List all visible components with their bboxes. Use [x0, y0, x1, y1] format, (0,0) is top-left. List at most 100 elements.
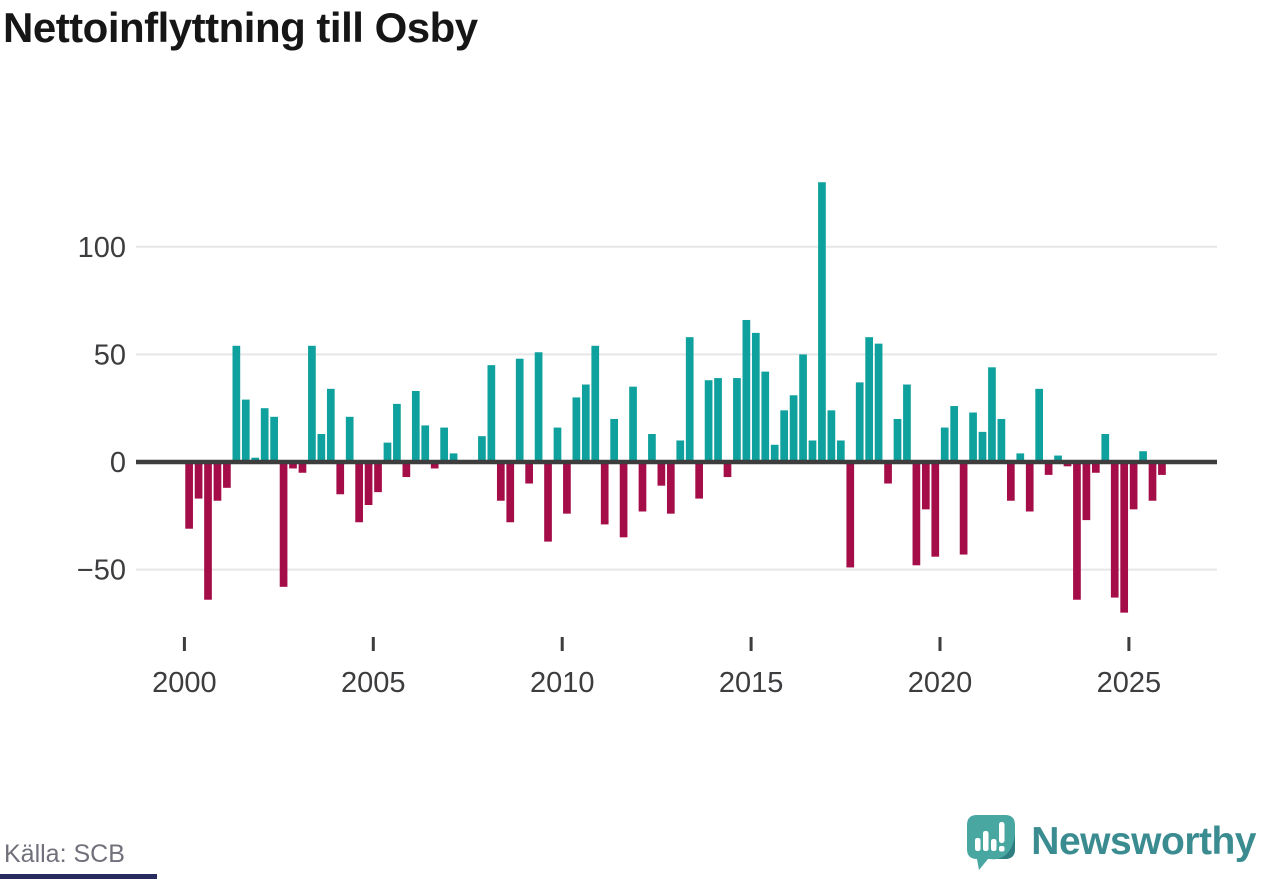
bar-2000Q3: [204, 462, 212, 600]
bar-2005Q4: [402, 462, 411, 478]
bar-2017Q3: [846, 462, 855, 568]
bar-2017Q4: [855, 382, 864, 462]
bar-2018Q3: [884, 462, 892, 484]
bar-2019Q1: [903, 384, 911, 462]
bar-2015Q4: [780, 410, 789, 462]
bar-2020Q3: [959, 462, 968, 555]
bar-2019Q4: [931, 462, 940, 557]
bar-2000Q1: [185, 462, 193, 529]
bar-2022Q4: [1044, 462, 1053, 475]
x-axis-label: 2015: [719, 667, 784, 699]
bar-2005Q3: [393, 403, 401, 462]
bar-2014Q4: [742, 319, 751, 462]
bar-2006Q2: [421, 425, 430, 462]
bar-2024Q2: [1101, 434, 1110, 462]
bar-2016Q2: [799, 354, 807, 462]
bar-2013Q3: [695, 462, 703, 499]
bar-2010Q2: [572, 397, 581, 462]
bar-2008Q4: [515, 358, 524, 462]
bar-2010Q1: [563, 462, 571, 514]
bar-2009Q4: [553, 427, 562, 462]
bar-2007Q4: [478, 436, 486, 462]
bar-2001Q2: [232, 345, 241, 462]
bar-2009Q2: [534, 352, 543, 462]
bar-2023Q3: [1073, 462, 1081, 600]
x-axis-label: 2025: [1097, 667, 1162, 699]
bar-2021Q1: [978, 431, 987, 462]
newsworthy-logo-text: Newsworthy: [1031, 820, 1256, 863]
bar-2024Q1: [1091, 462, 1100, 473]
bar-2017Q1: [827, 410, 836, 462]
bar-2017Q2: [836, 440, 845, 462]
newsworthy-logo: Newsworthy: [964, 812, 1256, 872]
bar-2003Q3: [317, 434, 326, 462]
y-axis-label: 50: [94, 339, 126, 371]
bar-2008Q3: [506, 462, 515, 523]
bar-2015Q1: [751, 332, 760, 462]
bar-2011Q2: [610, 418, 618, 462]
bar-2015Q2: [761, 371, 770, 462]
bar-2014Q2: [723, 462, 732, 478]
bar-2014Q1: [714, 378, 722, 462]
migration-bar-chart: 100 50 0 −50 2000 2005 2010 2015 2020 2025: [77, 182, 1217, 699]
bar-2022Q3: [1035, 388, 1044, 462]
bar-2001Q1: [223, 462, 231, 488]
newsworthy-logo-icon: [967, 815, 1016, 870]
bar-2011Q1: [600, 462, 609, 525]
bar-2003Q2: [308, 345, 316, 462]
bar-2022Q1: [1016, 453, 1025, 462]
bar-2004Q2: [345, 416, 354, 462]
bar-2013Q1: [676, 440, 685, 462]
bar-2001Q3: [241, 399, 250, 462]
bar-2019Q2: [912, 462, 921, 566]
bar-2018Q4: [893, 418, 902, 462]
x-axis-label: 2010: [530, 667, 595, 699]
bar-2018Q1: [865, 337, 874, 462]
bar-2023Q4: [1082, 462, 1091, 521]
source-note: Källa: SCB: [4, 840, 125, 868]
bar-2006Q3: [430, 462, 439, 469]
page-title: Nettoinflyttning till Osby: [3, 4, 478, 51]
y-axis-label: −50: [77, 555, 126, 587]
x-axis-label: 2000: [152, 667, 217, 699]
bar-2020Q1: [940, 427, 949, 462]
bar-2021Q3: [997, 418, 1006, 462]
bar-2025Q1: [1129, 462, 1138, 510]
bar-2009Q3: [544, 462, 552, 542]
bar-2016Q1: [789, 395, 798, 462]
bar-2002Q1: [260, 408, 269, 462]
bar-2000Q2: [194, 462, 203, 499]
bar-2021Q2: [988, 367, 996, 462]
bar-2023Q1: [1054, 455, 1062, 462]
bar-2009Q1: [525, 462, 533, 484]
bar-2008Q1: [487, 365, 496, 462]
bar-2022Q2: [1025, 462, 1034, 512]
bar-2004Q3: [355, 462, 363, 523]
bar-2014Q3: [733, 378, 741, 462]
bar-2020Q4: [969, 412, 977, 462]
bar-2004Q4: [364, 462, 373, 506]
y-axis-label: 100: [78, 232, 126, 264]
bar-2018Q2: [874, 343, 883, 462]
bar-2025Q2: [1139, 451, 1147, 462]
bar-2013Q2: [685, 337, 694, 462]
bar-2012Q3: [657, 462, 666, 486]
bar-2010Q4: [591, 345, 600, 462]
bar-2002Q3: [279, 462, 288, 587]
bar-2015Q3: [770, 444, 779, 462]
bar-2012Q2: [648, 434, 656, 462]
bar-2003Q1: [298, 462, 307, 473]
bar-2005Q1: [374, 462, 382, 493]
bar-2004Q1: [336, 462, 345, 495]
bar-2008Q2: [496, 462, 505, 501]
bar-2016Q4: [818, 182, 826, 463]
bar-2012Q4: [666, 462, 675, 514]
bar-2002Q4: [289, 462, 297, 469]
bar-2021Q4: [1006, 462, 1015, 501]
bar-2000Q4: [213, 462, 222, 501]
logo-bar-glyphs: [975, 822, 1005, 852]
x-axis-label: 2020: [908, 667, 973, 699]
bar-2025Q4: [1158, 462, 1166, 475]
x-axis-label: 2005: [341, 667, 406, 699]
bar-2019Q3: [921, 462, 930, 510]
